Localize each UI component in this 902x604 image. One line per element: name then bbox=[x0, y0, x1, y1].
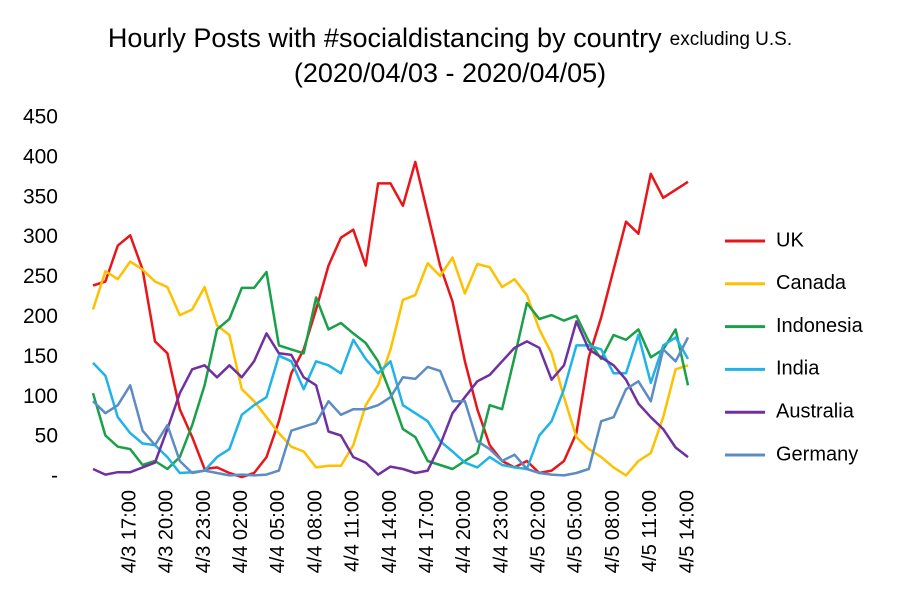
series-line bbox=[92, 336, 690, 477]
chart-subtitle: (2020/04/03 - 2020/04/05) bbox=[294, 58, 606, 88]
y-tick-label: 200 bbox=[23, 305, 58, 328]
x-tick-label: 4/5 02:00 bbox=[528, 490, 550, 573]
x-tick-label: 4/3 20:00 bbox=[156, 490, 178, 573]
y-tick-label: 400 bbox=[23, 145, 58, 168]
y-tick-label: 300 bbox=[23, 225, 58, 248]
x-tick-label: 4/4 02:00 bbox=[230, 490, 252, 573]
y-tick-label: - bbox=[51, 465, 58, 488]
legend-label: India bbox=[776, 358, 820, 380]
legend-label: Indonesia bbox=[776, 315, 864, 337]
x-tick-label: 4/4 20:00 bbox=[453, 490, 475, 573]
legend-label: Canada bbox=[776, 272, 847, 294]
x-tick-label: 4/4 05:00 bbox=[267, 490, 289, 573]
legend-label: UK bbox=[776, 229, 804, 251]
legend-label: Germany bbox=[776, 443, 858, 465]
x-tick-label: 4/5 05:00 bbox=[565, 490, 587, 573]
x-tick-label: 4/3 17:00 bbox=[118, 490, 140, 573]
x-tick-label: 4/4 11:00 bbox=[342, 490, 364, 572]
x-tick-label: 4/4 23:00 bbox=[490, 490, 512, 573]
chart-title: Hourly Posts with #socialdistancing by c… bbox=[108, 23, 792, 53]
x-tick-label: 4/4 14:00 bbox=[379, 490, 401, 573]
y-tick-label: 250 bbox=[23, 265, 58, 288]
series-line bbox=[92, 160, 689, 479]
x-tick-label: 4/5 08:00 bbox=[602, 490, 624, 573]
y-tick-label: 350 bbox=[23, 185, 58, 208]
y-tick-label: 50 bbox=[35, 425, 58, 448]
title-note: excluding U.S. bbox=[670, 29, 793, 50]
y-tick-label: 100 bbox=[23, 385, 58, 408]
title-main: Hourly Posts with #socialdistancing by c… bbox=[108, 23, 662, 53]
y-tick-label: 150 bbox=[23, 345, 58, 368]
series-line bbox=[92, 320, 689, 476]
series-line bbox=[91, 256, 689, 477]
x-tick-label: 4/3 23:00 bbox=[193, 490, 215, 573]
y-tick-label: 450 bbox=[23, 106, 58, 129]
legend-label: Australia bbox=[776, 400, 855, 422]
x-tick-label: 4/5 14:00 bbox=[676, 490, 698, 573]
x-tick-label: 4/5 11:00 bbox=[639, 490, 661, 572]
series-line bbox=[91, 270, 690, 471]
x-tick-label: 4/4 08:00 bbox=[304, 490, 326, 573]
x-tick-label: 4/4 17:00 bbox=[416, 490, 438, 573]
